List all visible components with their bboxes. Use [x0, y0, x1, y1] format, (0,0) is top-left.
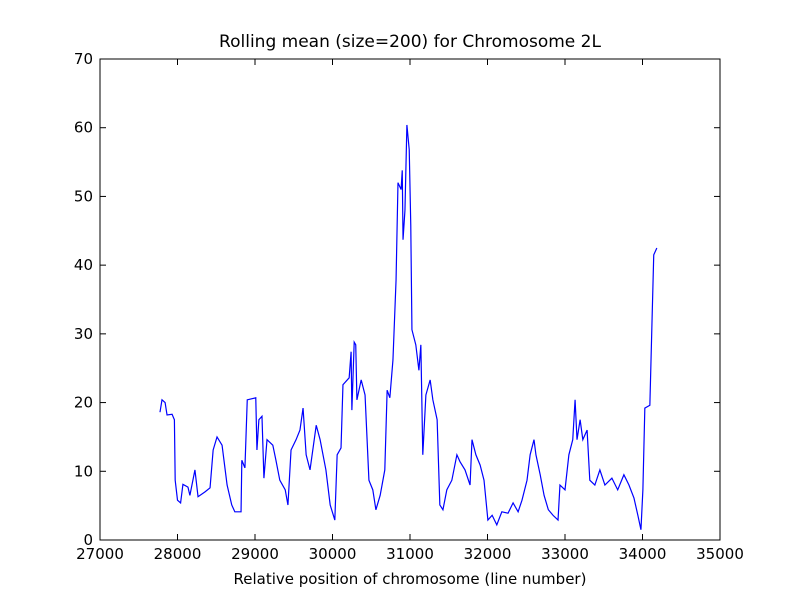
y-tick-label: 60	[74, 119, 93, 137]
chart-title: Rolling mean (size=200) for Chromosome 2…	[219, 32, 601, 52]
x-tick-label: 35000	[696, 545, 744, 563]
y-tick-label: 70	[74, 50, 93, 68]
x-tick-label: 31000	[386, 545, 434, 563]
x-tick-label: 32000	[464, 545, 512, 563]
x-tick-label: 34000	[619, 545, 667, 563]
y-tick-label: 40	[74, 256, 93, 274]
x-tick-label: 29000	[231, 545, 279, 563]
x-tick-label: 27000	[76, 545, 124, 563]
y-tick-label: 20	[74, 394, 93, 412]
y-tick-label: 30	[74, 325, 93, 343]
x-axis-label: Relative position of chromosome (line nu…	[234, 570, 587, 588]
x-tick-label: 30000	[309, 545, 357, 563]
y-tick-label: 10	[74, 462, 93, 480]
y-tick-label: 0	[83, 531, 93, 549]
x-tick-label: 28000	[154, 545, 202, 563]
data-line	[159, 124, 658, 530]
x-tick-label: 33000	[541, 545, 589, 563]
y-tick-label: 50	[74, 187, 93, 205]
